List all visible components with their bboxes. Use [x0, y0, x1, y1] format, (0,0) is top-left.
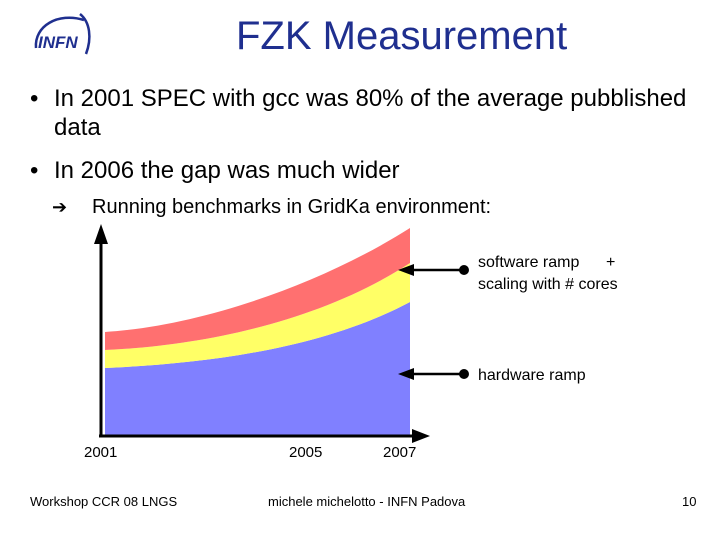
bullet-dot-icon: •: [30, 85, 39, 112]
infn-logo: INFN: [28, 8, 98, 68]
area-spec: [105, 228, 410, 350]
footer-left: Workshop CCR 08 LNGS: [30, 494, 178, 509]
logo-arc: [34, 16, 85, 49]
sub-bullet: ➔ Running benchmarks in GridKa environmen…: [52, 196, 491, 219]
footer-center: michele michelotto - INFN Padova: [268, 494, 466, 509]
tick-label: 2005: [289, 444, 322, 461]
area-gap: [105, 263, 410, 368]
series-label-gridka: GridKa: [416, 312, 463, 329]
annotation-hardware: hardware ramp: [478, 367, 586, 384]
subheading-text: Running benchmarks in GridKa environment…: [92, 196, 492, 218]
bullet-item: • In 2006 the gap was much wider: [30, 156, 690, 185]
annotation-dot-icon: [459, 265, 469, 275]
tick-label: 2007: [383, 444, 416, 461]
bullet-dot-icon: •: [30, 157, 39, 184]
bullet-list: • In 2001 SPEC with gcc was 80% of the a…: [30, 84, 690, 199]
bullet-text: In 2001 SPEC with gcc was 80% of the ave…: [54, 85, 687, 141]
series-label-spec: spec.org: [414, 227, 472, 244]
annotation-arrowhead-icon: [398, 264, 414, 276]
logo-arc-right: [79, 13, 91, 55]
tick-label: 2001: [84, 444, 117, 461]
annotation-arrowhead-icon: [398, 368, 414, 380]
logo-text: INFN: [38, 33, 78, 52]
annotation-software-line2: scaling with # cores: [478, 276, 618, 293]
slide-title: FZK Measurement: [236, 14, 568, 58]
x-axis-arrow-icon: [412, 429, 430, 443]
bullet-item: • In 2001 SPEC with gcc was 80% of the a…: [30, 84, 690, 142]
area-gridka: [105, 302, 410, 435]
annotation-dot-icon: [459, 369, 469, 379]
arrow-bullet-icon: ➔: [52, 197, 68, 217]
annotation-software-line1: software ramp +: [478, 254, 615, 271]
bullet-text: In 2006 the gap was much wider: [54, 157, 400, 184]
y-axis-arrow-icon: [94, 224, 108, 244]
footer-page-number: 10: [682, 494, 697, 509]
